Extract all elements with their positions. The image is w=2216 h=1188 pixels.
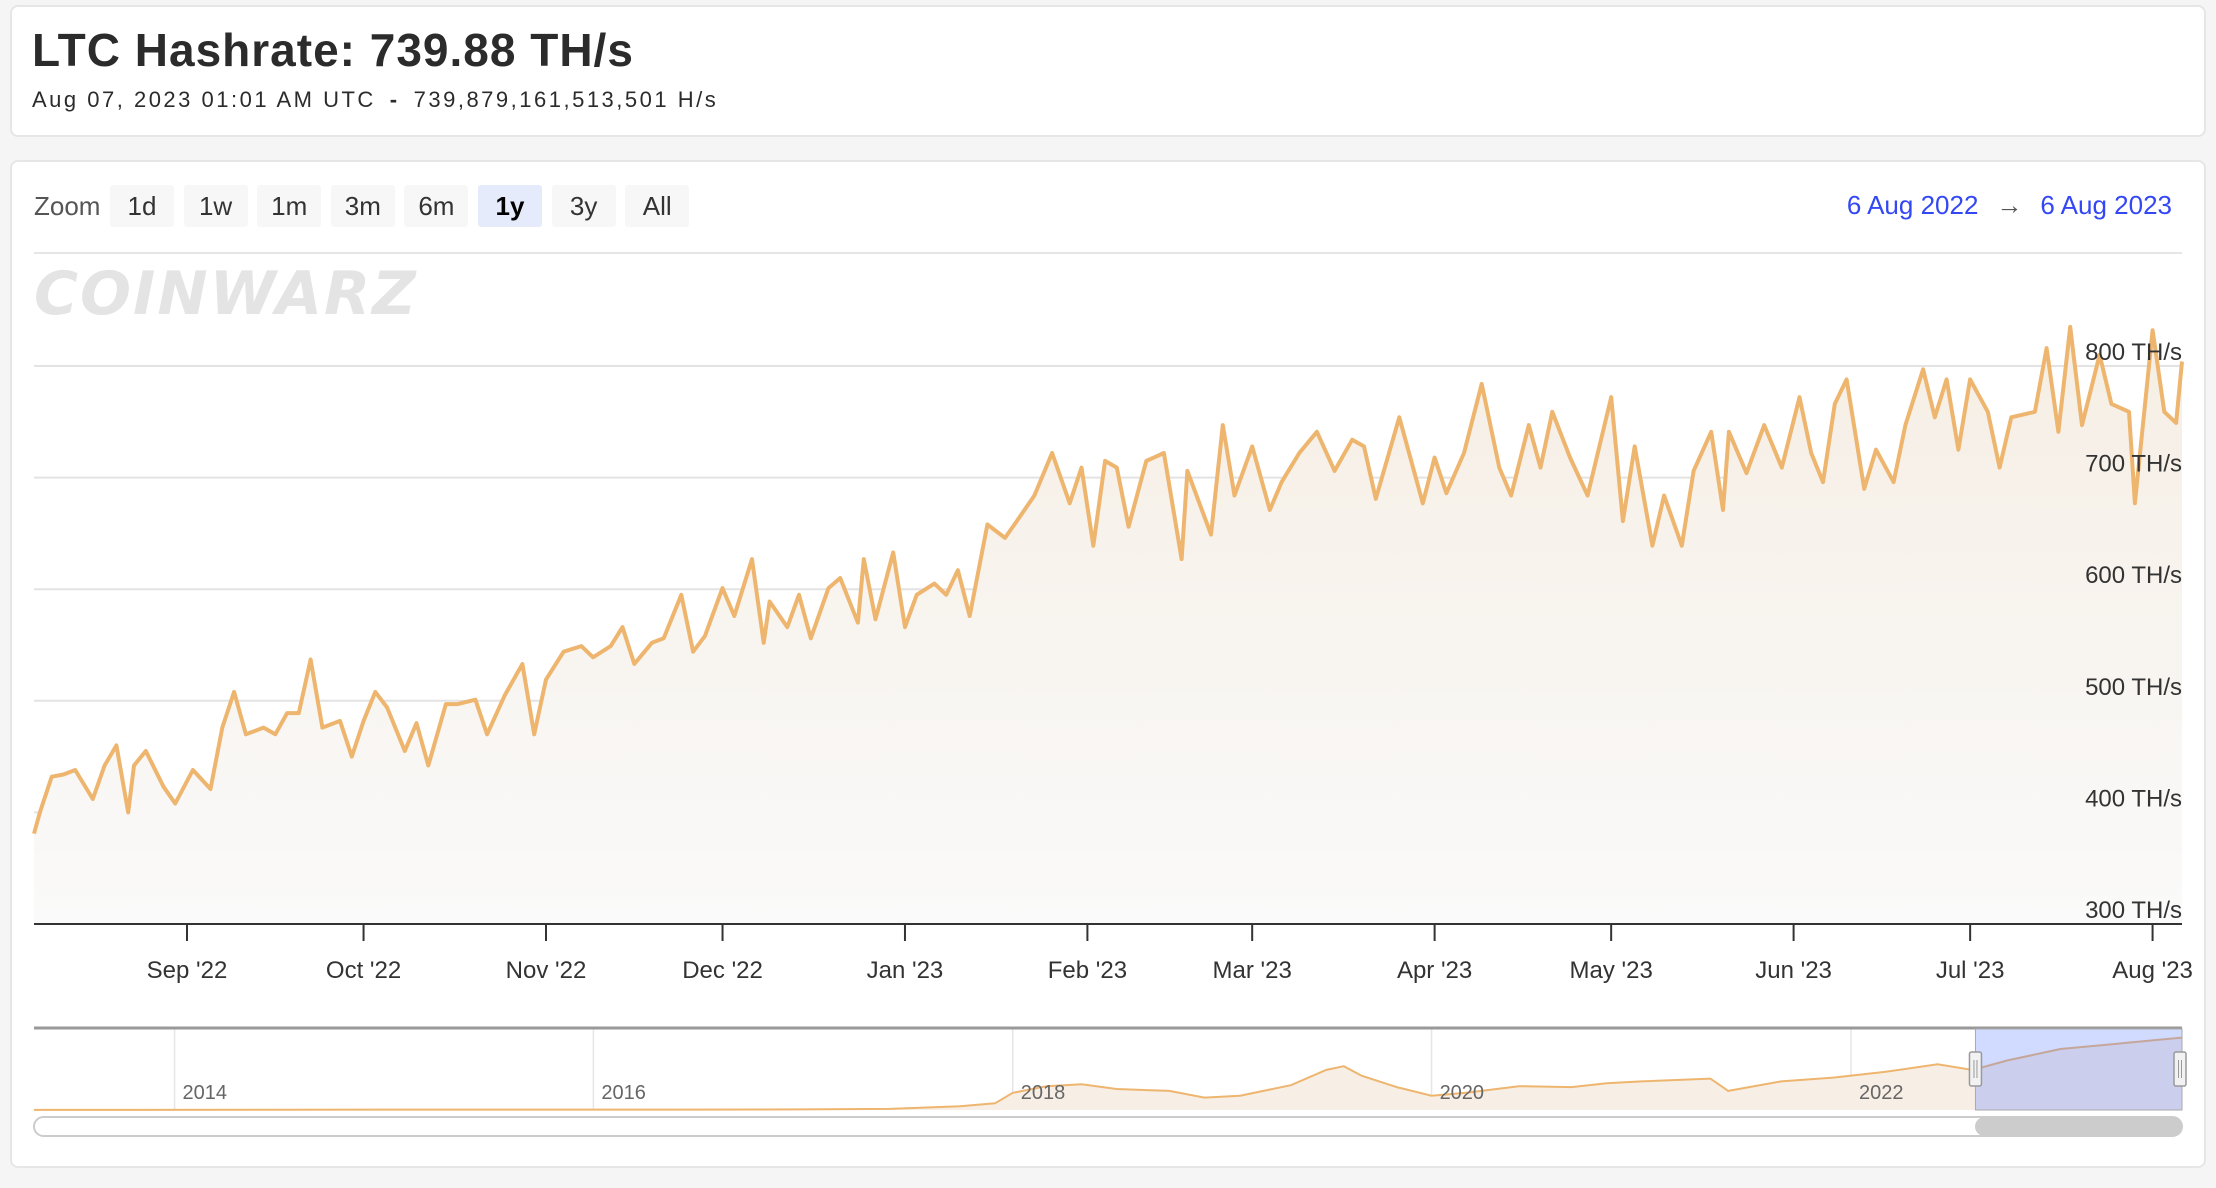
x-tick-label: Mar '23 (1213, 957, 1292, 984)
zoom-button-1w[interactable]: 1w (183, 185, 248, 227)
x-tick-label: Nov '22 (506, 957, 587, 984)
page-title: LTC Hashrate: 739.88 TH/s (32, 24, 634, 76)
y-tick-label: 600 TH/s (2085, 562, 2182, 589)
zoom-button-3y[interactable]: 3y (551, 185, 616, 227)
navigator-year-label: 2016 (601, 1082, 646, 1104)
range-from-input[interactable]: 6 Aug 2022 (1846, 190, 1979, 220)
timestamp: Aug 07, 2023 01:01 AM UTC (32, 87, 376, 112)
raw-hashrate: 739,879,161,513,501 H/s (413, 87, 719, 112)
y-tick-label: 500 TH/s (2085, 674, 2182, 701)
zoom-button-6m[interactable]: 6m (404, 185, 469, 227)
navigator[interactable]: 2014 2016 2018 2020 2022 (33, 1026, 2187, 1137)
x-tick-label: Jun '23 (1755, 957, 1832, 984)
zoom-button-1y[interactable]: 1y (478, 185, 542, 227)
date-range: 6 Aug 2022 → 6 Aug 2023 (1847, 190, 2172, 221)
x-tick-label: Jan '23 (867, 957, 944, 984)
series-area (34, 326, 2182, 924)
x-tick-label: Oct '22 (326, 957, 401, 984)
arrow-right-icon: → (1996, 190, 2023, 220)
separator: - (389, 87, 400, 112)
x-tick-label: Sep '22 (147, 957, 228, 984)
navigator-year-label: 2020 (1440, 1082, 1485, 1104)
navigator-year-label: 2022 (1859, 1082, 1904, 1104)
y-tick-label: 400 TH/s (2085, 785, 2182, 812)
header-card: LTC Hashrate: 739.88 TH/s Aug 07, 2023 0… (10, 5, 2206, 137)
zoom-button-1m[interactable]: 1m (257, 185, 322, 227)
navigator-handle-right[interactable] (2173, 1051, 2187, 1087)
navigator-handle-left[interactable] (1968, 1051, 1983, 1087)
x-tick-label: Dec '22 (682, 957, 763, 984)
coinwarz-watermark: COINWARZ (34, 259, 418, 329)
zoom-button-1d[interactable]: 1d (110, 185, 174, 227)
y-tick-label: 300 TH/s (2085, 897, 2182, 924)
y-tick-label: 800 TH/s (2085, 339, 2182, 366)
navigator-year-label: 2018 (1021, 1082, 1066, 1104)
zoom-button-3m[interactable]: 3m (330, 185, 395, 227)
subtitle: Aug 07, 2023 01:01 AM UTC -739,879,161,51… (32, 87, 718, 113)
navigator-line (33, 1036, 2183, 1111)
x-tick-label: Jul '23 (1936, 957, 2005, 984)
scrollbar-thumb[interactable] (1975, 1117, 2182, 1136)
x-tick-label: Apr '23 (1397, 957, 1472, 984)
x-tick-label: Feb '23 (1048, 957, 1127, 984)
x-tick-label: Aug '23 (2112, 957, 2193, 984)
navigator-area (34, 1037, 2182, 1110)
zoom-label: Zoom (34, 191, 101, 221)
range-to-input[interactable]: 6 Aug 2023 (2040, 190, 2172, 220)
series-line (32, 324, 2184, 835)
x-tick-label: May '23 (1570, 957, 1653, 984)
y-tick-label: 700 TH/s (2085, 451, 2182, 478)
zoom-button-all[interactable]: All (625, 185, 690, 227)
navigator-year-label: 2014 (183, 1082, 228, 1104)
scrollbar-track[interactable] (33, 1116, 2183, 1137)
navigator-selection[interactable] (1974, 1028, 2183, 1111)
